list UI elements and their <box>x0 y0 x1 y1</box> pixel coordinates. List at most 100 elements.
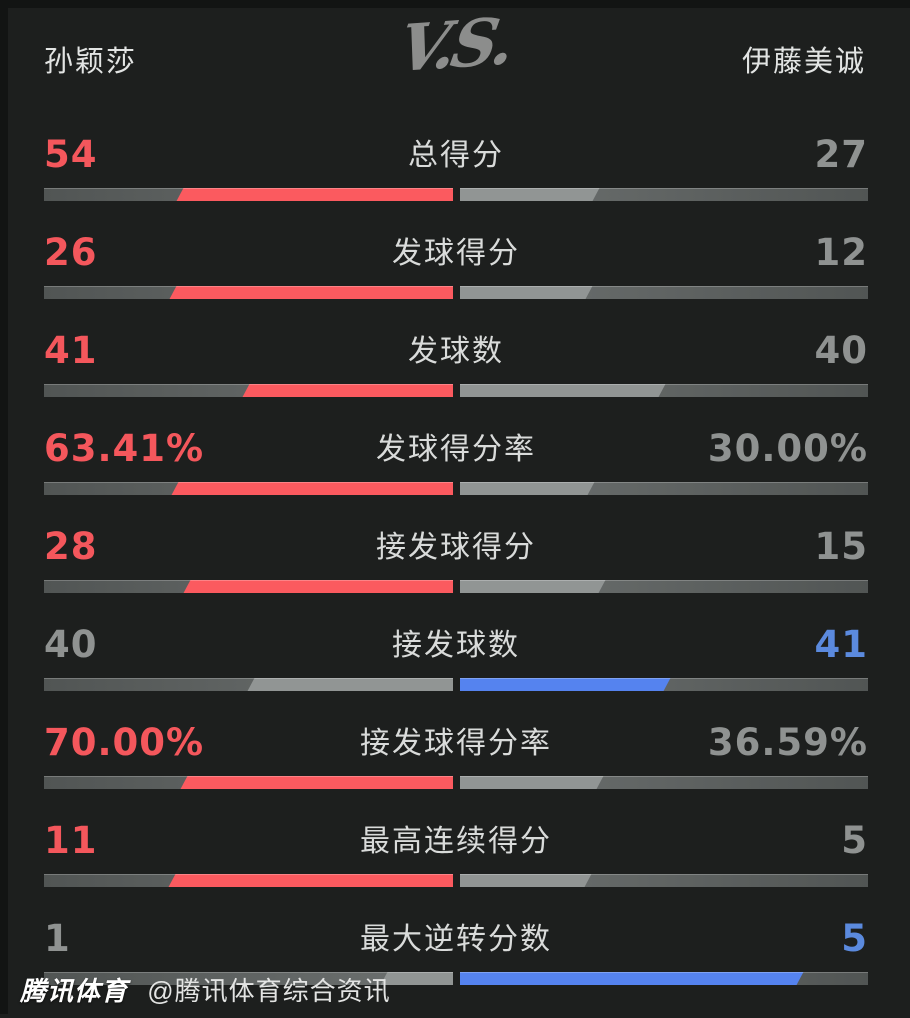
bar-center-gap <box>453 188 460 201</box>
left-player-value: 26 <box>44 231 98 274</box>
stat-label: 发球数 <box>408 335 504 368</box>
stat-line: 70.00% 接发球得分率 36.59% <box>44 724 868 762</box>
right-bar-track <box>459 286 868 299</box>
stat-line: 1 最大逆转分数 5 <box>44 920 868 958</box>
right-bar-fill <box>459 384 665 397</box>
right-player-value: 30.00% <box>707 427 868 470</box>
left-bar-track <box>44 776 453 789</box>
bar-center-gap <box>453 678 460 691</box>
right-player-value: 27 <box>814 133 868 176</box>
right-player-value: 40 <box>814 329 868 372</box>
right-bar-track <box>459 874 868 887</box>
comparison-bar <box>44 286 868 299</box>
stat-row: 26 发球得分 12 <box>44 234 868 299</box>
left-bar-fill <box>171 482 453 495</box>
left-bar-track <box>44 972 453 985</box>
left-bar-track <box>44 678 453 691</box>
comparison-bar <box>44 776 868 789</box>
bar-center-gap <box>453 776 460 789</box>
left-player-value: 70.00% <box>44 721 205 764</box>
right-bar-fill <box>459 580 606 593</box>
stat-row: 40 接发球数 41 <box>44 626 868 691</box>
right-bar-track <box>459 678 868 691</box>
comparison-bar <box>44 972 868 985</box>
stat-label: 接发球得分 <box>376 531 536 564</box>
bar-center-gap <box>453 384 460 397</box>
right-bar-fill <box>459 972 804 985</box>
right-player-value: 12 <box>814 231 868 274</box>
right-bar-fill <box>459 286 592 299</box>
left-player-value: 11 <box>44 819 98 862</box>
stat-label: 发球得分率 <box>376 433 536 466</box>
left-player-value: 41 <box>44 329 98 372</box>
right-bar-track <box>459 776 868 789</box>
left-bar-track <box>44 384 453 397</box>
stat-line: 63.41% 发球得分率 30.00% <box>44 430 868 468</box>
right-player-value: 5 <box>841 917 868 960</box>
comparison-bar <box>44 874 868 887</box>
stats-list: 54 总得分 27 26 发球得分 12 <box>44 136 868 1018</box>
stat-row: 1 最大逆转分数 5 <box>44 920 868 985</box>
stat-line: 11 最高连续得分 5 <box>44 822 868 860</box>
left-bar-fill <box>183 580 453 593</box>
stat-label: 最大逆转分数 <box>360 923 552 956</box>
bar-center-gap <box>453 580 460 593</box>
stat-line: 28 接发球得分 15 <box>44 528 868 566</box>
left-bar-fill <box>247 678 453 691</box>
right-bar-fill <box>459 874 591 887</box>
stat-row: 41 发球数 40 <box>44 332 868 397</box>
left-player-value: 28 <box>44 525 98 568</box>
bar-center-gap <box>453 482 460 495</box>
bar-center-gap <box>453 286 460 299</box>
left-player-value: 40 <box>44 623 98 666</box>
bar-center-gap <box>453 874 460 887</box>
right-player-name: 伊藤美诚 <box>741 46 866 78</box>
stat-line: 41 发球数 40 <box>44 332 868 370</box>
right-bar-fill <box>459 188 600 201</box>
left-bar-fill <box>242 384 453 397</box>
vs-logo: V.S. <box>392 3 518 88</box>
right-player-value: 36.59% <box>707 721 868 764</box>
stat-label: 最高连续得分 <box>360 825 552 858</box>
comparison-bar <box>44 580 868 593</box>
left-player-value: 54 <box>44 133 98 176</box>
right-player-value: 15 <box>814 525 868 568</box>
watermark: 腾讯体育 @腾讯体育综合资讯 <box>20 971 391 1008</box>
left-player-value: 1 <box>44 917 71 960</box>
stat-line: 40 接发球数 41 <box>44 626 868 664</box>
comparison-bar <box>44 384 868 397</box>
left-player-value: 63.41% <box>44 427 205 470</box>
left-bar-track <box>44 286 453 299</box>
stat-row: 70.00% 接发球得分率 36.59% <box>44 724 868 789</box>
brand-handle: @腾讯体育综合资讯 <box>147 976 391 1006</box>
left-bar-fill <box>169 286 453 299</box>
stat-line: 54 总得分 27 <box>44 136 868 174</box>
right-player-value: 5 <box>841 819 868 862</box>
stat-label: 总得分 <box>408 139 504 172</box>
right-bar-fill <box>459 776 604 789</box>
comparison-bar <box>44 678 868 691</box>
right-bar-fill <box>459 482 595 495</box>
left-bar-track <box>44 580 453 593</box>
stat-row: 54 总得分 27 <box>44 136 868 201</box>
left-bar-fill <box>180 776 453 789</box>
left-bar-fill <box>380 972 453 985</box>
stat-row: 28 接发球得分 15 <box>44 528 868 593</box>
top-edge-strip <box>0 0 910 8</box>
left-bar-fill <box>168 874 453 887</box>
right-bar-track <box>459 972 868 985</box>
stat-row: 63.41% 发球得分率 30.00% <box>44 430 868 495</box>
stat-row: 11 最高连续得分 5 <box>44 822 868 887</box>
left-bar-track <box>44 482 453 495</box>
right-bar-track <box>459 580 868 593</box>
right-bar-track <box>459 384 868 397</box>
brand-logo-text: 腾讯体育 <box>20 976 129 1006</box>
stat-label: 接发球得分率 <box>360 727 552 760</box>
comparison-bar <box>44 482 868 495</box>
left-bar-fill <box>176 188 453 201</box>
left-player-name: 孙颖莎 <box>44 46 138 78</box>
stat-label: 接发球数 <box>392 629 520 662</box>
comparison-bar <box>44 188 868 201</box>
right-bar-track <box>459 482 868 495</box>
right-player-value: 41 <box>814 623 868 666</box>
